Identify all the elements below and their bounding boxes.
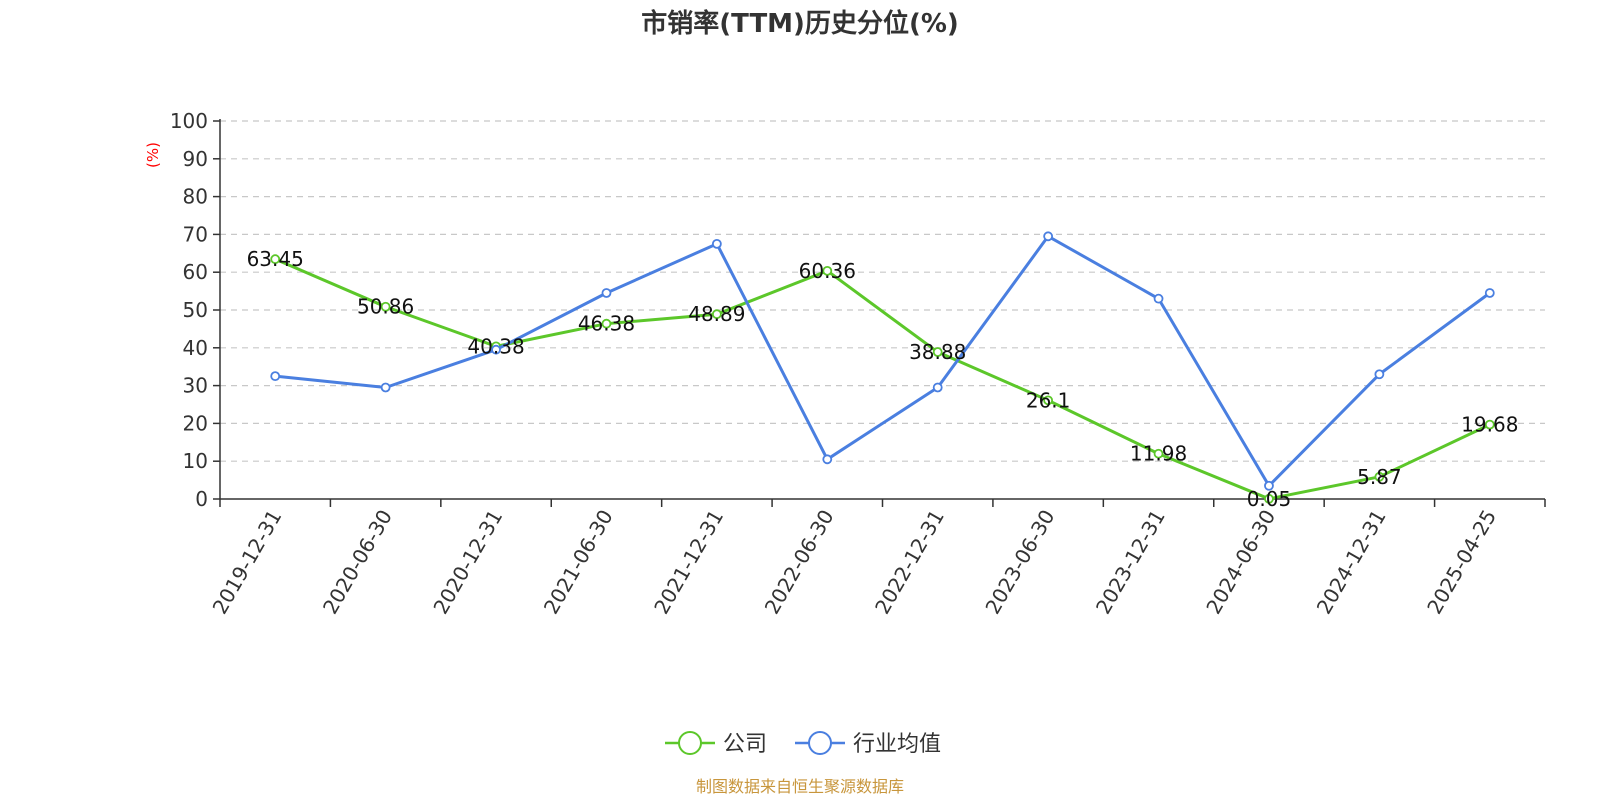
y-tick-label: 10 <box>183 449 208 473</box>
x-tick-label: 2020-12-31 <box>428 505 507 618</box>
data-point-company <box>822 265 833 276</box>
data-point-company <box>711 309 722 320</box>
x-tick-label: 2023-12-31 <box>1091 506 1170 619</box>
data-label: 46.38 <box>578 312 635 336</box>
data-label: 11.98 <box>1130 442 1187 466</box>
data-label: 0.05 <box>1247 487 1292 511</box>
data-point-industry-avg <box>711 238 722 249</box>
y-tick-label: 80 <box>183 185 208 209</box>
y-tick-label: 0 <box>195 487 208 511</box>
source-note: 制图数据来自恒生聚源数据库 <box>696 777 904 796</box>
x-tick-label: 2020-06-30 <box>318 506 397 619</box>
series-line-company <box>274 257 1491 501</box>
y-tick-label: 60 <box>183 260 208 284</box>
y-tick-label: 30 <box>183 374 208 398</box>
legend[interactable]: 公司 行业均值 <box>665 731 941 757</box>
data-point-industry-avg <box>1264 480 1274 491</box>
data-point-company <box>1264 493 1274 504</box>
data-label: 38.88 <box>909 340 966 364</box>
x-tick-label: 2021-06-30 <box>539 506 618 619</box>
legend-item-industry-avg[interactable]: 行业均值 <box>795 731 941 757</box>
data-point-company <box>601 318 612 329</box>
data-point-industry-avg <box>1043 231 1054 242</box>
x-tick-label: 2025-04-25 <box>1422 506 1501 619</box>
data-point-industry-avg <box>491 344 501 355</box>
data-point-industry-avg <box>1153 293 1164 304</box>
data-point-company <box>270 254 281 265</box>
x-tick-label: 2022-06-30 <box>760 506 839 619</box>
data-label: 50.86 <box>357 295 414 319</box>
series-lines <box>270 231 1495 504</box>
data-label: 19.68 <box>1461 413 1518 437</box>
data-label: 63.45 <box>247 247 304 271</box>
x-tick-label: 2023-06-30 <box>980 506 1059 619</box>
legend-marker-icon <box>678 731 702 755</box>
data-point-industry-avg <box>822 454 833 465</box>
data-point-company <box>1484 419 1495 430</box>
data-label: 40.38 <box>467 334 524 358</box>
x-tick-label: 2022-12-31 <box>870 505 949 618</box>
legend-item-company[interactable]: 公司 <box>665 731 767 757</box>
legend-marker-icon <box>808 731 832 755</box>
grid-lines <box>220 120 1545 462</box>
y-tick-labels: 0 10 20 30 40 50 60 70 80 90 100 <box>170 109 208 511</box>
data-point-company <box>1374 471 1385 482</box>
data-point-industry-avg <box>270 371 281 382</box>
x-tick-labels: 2019-12-31 2020-06-30 2020-12-31 2021-06-30… <box>208 505 1501 618</box>
x-tick-label: 2024-06-30 <box>1201 506 1280 619</box>
y-tick-label: 40 <box>183 336 208 360</box>
data-label: 48.89 <box>688 302 745 326</box>
x-tick-label: 2021-12-31 <box>649 506 728 619</box>
data-point-industry-avg <box>380 382 391 393</box>
data-label: 5.87 <box>1357 465 1402 489</box>
y-tick-label: 50 <box>183 298 208 322</box>
y-tick-label: 20 <box>183 411 208 435</box>
series-line-industry-avg <box>275 234 1491 488</box>
y-tick-label: 70 <box>183 222 208 246</box>
data-point-company <box>932 347 943 357</box>
legend-label: 公司 <box>723 732 767 757</box>
data-label: 60.36 <box>799 259 856 283</box>
data-point-industry-avg <box>1484 288 1495 298</box>
data-point-industry-avg <box>1374 369 1385 380</box>
y-axis-unit: (%) <box>144 142 162 168</box>
y-tick-label: 90 <box>183 147 208 171</box>
data-point-company <box>1153 448 1164 459</box>
data-point-industry-avg <box>932 382 943 393</box>
x-tick-label: 2019-12-31 <box>208 506 287 619</box>
data-point-company <box>380 301 391 312</box>
legend-label: 行业均值 <box>853 732 941 757</box>
y-tick-label: 100 <box>170 109 208 133</box>
data-label: 26.1 <box>1026 388 1071 412</box>
data-point-industry-avg <box>601 288 612 298</box>
chart-title: 市销率(TTM)历史分位(%) <box>641 8 959 39</box>
data-point-company <box>1043 395 1054 406</box>
data-labels: 63.45 50.86 40.38 46.38 48.89 60.36 38.88 26.1 1… <box>247 247 1519 511</box>
axes <box>213 119 1546 507</box>
x-tick-label: 2024-12-31 <box>1312 506 1391 619</box>
